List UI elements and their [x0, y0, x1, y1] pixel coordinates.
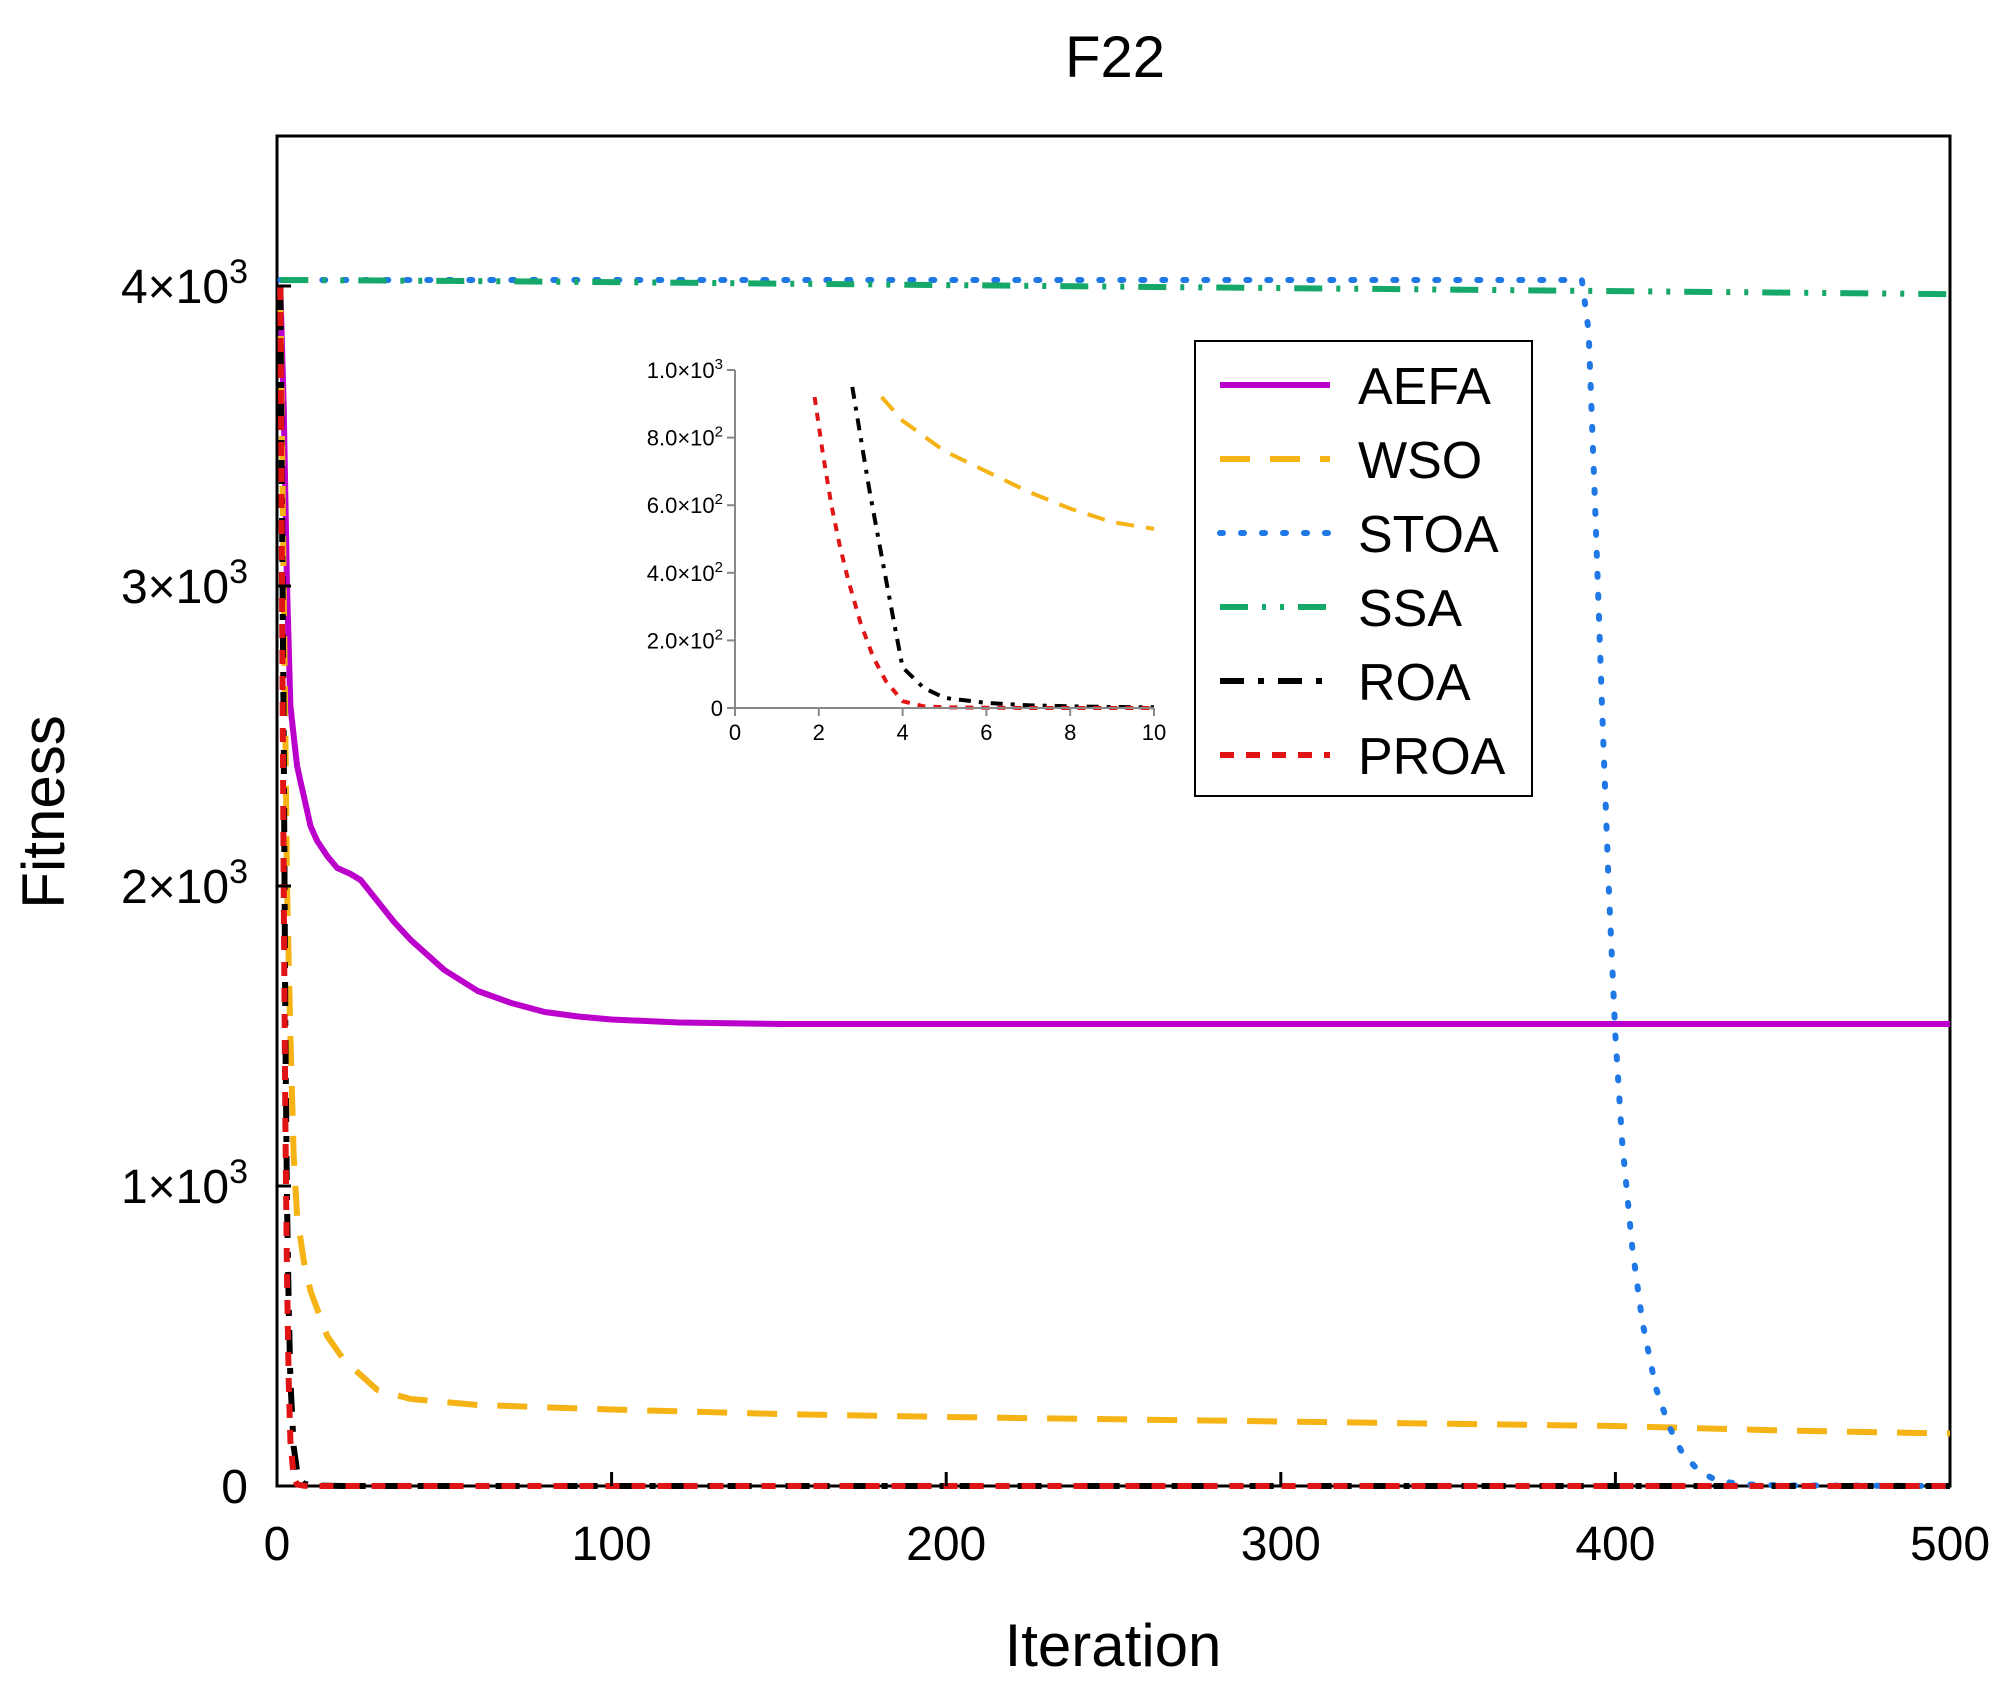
inset-axes: 0 2 4 6 8 10 0 2.0×102 4.0×102 6.0×102 8.0×102 1.0×… [647, 356, 1166, 745]
series-proa-line [277, 285, 1950, 1489]
inset-x-tick-label: 8 [1064, 720, 1076, 745]
legend-label-aefa: AEFA [1358, 358, 1491, 416]
plot-frame [275, 134, 1952, 1488]
inset-y-tick-label: 2.0×102 [647, 626, 723, 653]
inset-y-tick-label: 0 [711, 696, 723, 721]
inset-y-tick-label: 8.0×102 [647, 424, 723, 451]
legend-label-ssa: SSA [1358, 580, 1462, 638]
series-aefa-line [277, 285, 1950, 1027]
y-tick-label: 2×103 [121, 853, 248, 914]
inset-series-proa-line [812, 396, 1154, 710]
series-wso-line [277, 285, 1951, 1437]
inset-x-tick-label: 6 [980, 720, 992, 745]
x-tick-label: 400 [1575, 1518, 1655, 1571]
legend: AEFA WSO STOA SSA ROA PROA [1194, 340, 1533, 797]
y-tick-label: 0 [221, 1461, 248, 1514]
legend-label-roa: ROA [1358, 654, 1471, 712]
legend-label-stoa: STOA [1358, 506, 1499, 564]
series-roa-line [277, 285, 1950, 1489]
inset-y-tick-label: 4.0×102 [647, 559, 723, 586]
series-stoa-line [277, 277, 1953, 1489]
inset-series-group [812, 386, 1155, 710]
chart-title: F22 [1065, 25, 1165, 90]
inset-x-tick-label: 4 [896, 720, 908, 745]
legend-label-proa: PROA [1358, 728, 1506, 786]
x-axis: 0 100 200 300 400 500 [264, 1472, 1990, 1571]
inset-x-tick-label: 2 [813, 720, 825, 745]
inset-y-tick-label: 1.0×103 [647, 356, 723, 383]
inset-series-roa-line [850, 386, 1155, 710]
legend-frame [1194, 340, 1533, 797]
x-tick-label: 300 [1241, 1518, 1321, 1571]
y-tick-label: 1×103 [121, 1153, 248, 1214]
x-axis-label: Iteration [1005, 1612, 1222, 1679]
x-tick-label: 0 [264, 1518, 291, 1571]
y-tick-label: 4×103 [121, 253, 248, 314]
main-series-group [277, 277, 1953, 1489]
y-axis: 0 1×103 2×103 3×103 4×103 [121, 253, 291, 1514]
inset-series-wso-line [880, 395, 1155, 531]
inset-x-tick-label: 0 [729, 720, 741, 745]
y-axis-label: Fitness [10, 715, 77, 908]
legend-label-wso: WSO [1358, 432, 1482, 490]
y-tick-label: 3×103 [121, 553, 248, 614]
x-tick-label: 100 [572, 1518, 652, 1571]
inset-y-tick-label: 6.0×102 [647, 491, 723, 518]
x-tick-label: 500 [1910, 1518, 1990, 1571]
inset-plot: 0 2 4 6 8 10 0 2.0×102 4.0×102 6.0×102 8.0×102 1.0×… [647, 356, 1166, 745]
x-tick-label: 200 [906, 1518, 986, 1571]
series-ssa-line [280, 277, 1951, 298]
inset-x-tick-label: 10 [1142, 720, 1166, 745]
